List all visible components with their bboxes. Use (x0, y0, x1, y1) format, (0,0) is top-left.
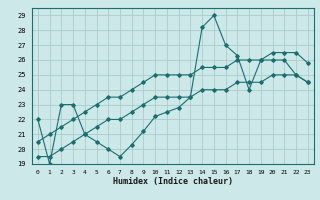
X-axis label: Humidex (Indice chaleur): Humidex (Indice chaleur) (113, 177, 233, 186)
